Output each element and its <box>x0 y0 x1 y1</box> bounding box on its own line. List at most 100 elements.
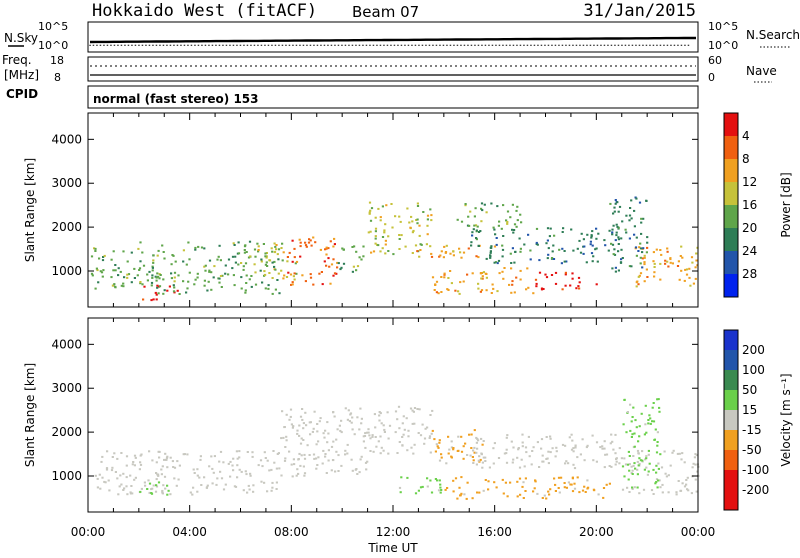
range-cell <box>327 459 330 462</box>
range-cell <box>421 423 424 426</box>
range-cell <box>291 426 294 429</box>
range-cell <box>608 465 611 467</box>
colorbar-frame <box>723 112 739 298</box>
range-cell <box>302 427 305 430</box>
colorbar-tick-label: 28 <box>742 267 757 281</box>
range-cell <box>481 443 484 446</box>
range-cell <box>411 220 414 223</box>
range-cell <box>565 260 568 263</box>
range-cell <box>301 274 304 277</box>
range-cell <box>508 283 511 286</box>
range-cell <box>282 436 285 439</box>
range-cell <box>524 446 528 449</box>
range-cell <box>667 474 670 477</box>
range-cell <box>299 415 303 418</box>
colorbar-tick-label: -100 <box>742 463 769 477</box>
range-cell <box>509 481 512 484</box>
range-cell <box>633 462 636 465</box>
range-cell <box>515 276 518 279</box>
range-cell <box>651 420 654 423</box>
range-cell <box>310 244 313 247</box>
time-tick-label: 12:00 <box>376 525 411 539</box>
range-cell <box>227 273 230 276</box>
range-cell <box>512 458 515 461</box>
range-cell <box>525 451 528 454</box>
range-cell <box>475 238 478 241</box>
range-cell <box>434 478 437 480</box>
range-cell <box>374 237 377 240</box>
range-cell <box>301 418 304 421</box>
range-cell <box>360 422 363 425</box>
range-cell <box>444 488 447 491</box>
range-cell <box>498 272 501 275</box>
range-cell <box>623 457 626 460</box>
range-cell <box>285 413 288 416</box>
range-cell <box>281 410 284 413</box>
range-cell <box>495 486 498 489</box>
range-cell <box>555 450 558 453</box>
range-cell <box>383 231 386 234</box>
range-cell <box>334 470 337 473</box>
range-cell <box>125 455 129 458</box>
range-cell <box>313 410 316 413</box>
range-cell <box>547 247 550 250</box>
range-cell <box>686 488 689 491</box>
range-cell <box>572 447 575 450</box>
range-cell <box>196 276 199 279</box>
range-cell <box>685 479 688 481</box>
range-cell <box>475 451 478 454</box>
range-cell <box>429 451 432 454</box>
range-cell <box>493 481 496 484</box>
range-cell <box>446 487 449 489</box>
freq-tick-bottom: 8 <box>54 71 61 84</box>
range-cell <box>120 452 123 454</box>
range-cell <box>480 453 483 456</box>
range-cell <box>510 262 513 264</box>
range-cell <box>489 256 492 259</box>
range-cell <box>596 260 599 263</box>
range-cell <box>371 434 374 437</box>
range-cell <box>358 471 361 474</box>
range-cell <box>138 267 142 270</box>
range-cell <box>229 475 232 478</box>
range-cell <box>452 479 455 482</box>
range-cell <box>407 435 410 438</box>
range-cell <box>176 460 179 463</box>
freq-tick-top: 18 <box>50 54 64 67</box>
range-cell <box>541 460 544 463</box>
range-cell <box>122 250 125 253</box>
range-cell <box>394 431 397 434</box>
range-cell <box>423 437 427 440</box>
range-cell <box>614 239 617 242</box>
range-cell <box>151 274 154 277</box>
range-cell <box>611 243 615 246</box>
range-cell <box>659 262 662 265</box>
range-cell <box>429 479 432 482</box>
range-cell <box>366 460 369 463</box>
data-region <box>621 398 662 491</box>
range-cell <box>299 255 302 258</box>
colorbar-tick-label: 16 <box>742 198 757 212</box>
range-cell <box>205 486 209 489</box>
range-cell <box>562 227 565 230</box>
range-cell <box>546 257 549 260</box>
range-cell <box>133 478 136 481</box>
range-cell <box>365 431 369 434</box>
range-cell <box>639 262 642 265</box>
range-cell <box>564 273 567 276</box>
range-cell <box>505 452 508 455</box>
range-cell <box>199 455 202 458</box>
range-cell <box>131 492 134 495</box>
range-cell <box>476 447 479 450</box>
range-cell <box>501 248 505 251</box>
range-cell <box>447 289 450 291</box>
range-cell <box>463 493 466 496</box>
range-cell <box>630 199 633 202</box>
range-cell <box>94 250 97 252</box>
range-cell <box>491 283 494 286</box>
range-cell <box>203 279 206 282</box>
range-cell <box>651 406 654 409</box>
range-cell <box>540 287 544 290</box>
range-cell <box>367 428 370 431</box>
